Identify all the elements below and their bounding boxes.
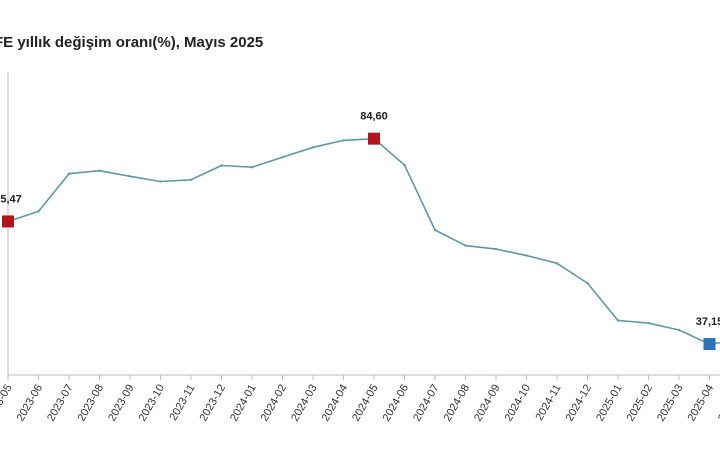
data-point — [433, 228, 437, 232]
x-tick-label: 2023-11 — [167, 383, 197, 423]
x-tick-label: 2025-05 — [716, 383, 720, 424]
data-point — [98, 169, 101, 172]
x-tick-label: 2024-01 — [228, 383, 259, 424]
data-point — [220, 164, 223, 167]
x-tick-label: 2024-09 — [472, 383, 503, 424]
x-tick-label: 2024-08 — [442, 383, 473, 424]
x-tick-label: 2025-04 — [686, 383, 717, 424]
data-label: 84,60 — [360, 111, 388, 123]
x-tick-label: 2024-02 — [259, 383, 290, 424]
x-tick-label: 2023-12 — [198, 383, 229, 424]
x-tick-label: 2023-09 — [106, 383, 137, 424]
data-point — [189, 178, 193, 181]
highlight-marker — [368, 132, 380, 145]
x-tick-label: 2024-07 — [411, 383, 442, 424]
x-tick-label: 2024-04 — [320, 383, 351, 424]
data-point — [67, 172, 71, 175]
highlight-marker — [2, 215, 14, 228]
x-tick-label: 2023-08 — [76, 383, 107, 424]
x-tick-label: 2024-10 — [503, 383, 534, 424]
x-tick-label: 2023-05 — [0, 383, 15, 424]
x-tick-label: 2024-05 — [350, 383, 381, 424]
data-point — [403, 163, 406, 167]
data-point — [677, 328, 681, 332]
data-point — [525, 254, 528, 257]
data-label: 65,47 — [0, 193, 22, 205]
x-tick-label: 2023-06 — [15, 383, 46, 424]
data-point — [616, 319, 620, 322]
chart-title: FE yıllık değişim oranı(%), Mayıs 2025 — [0, 34, 264, 51]
data-point — [250, 166, 254, 169]
x-tick-label: 2025-01 — [594, 383, 625, 424]
data-point — [494, 247, 498, 251]
x-tick-label: 2024-06 — [381, 383, 412, 424]
x-tick-label: 2024-12 — [564, 383, 595, 424]
data-point — [159, 180, 162, 183]
data-label: 37,15 — [696, 316, 720, 328]
data-point — [555, 262, 559, 265]
series-line — [7, 137, 720, 345]
x-tick-label: 2025-03 — [655, 383, 686, 424]
x-tick-label: 2024-03 — [289, 383, 320, 424]
data-point — [464, 244, 467, 247]
data-point — [128, 175, 132, 178]
x-tick-label: 2024-11 — [533, 383, 563, 423]
data-point — [342, 139, 345, 142]
data-point — [586, 282, 589, 285]
data-point — [37, 210, 40, 213]
x-tick-label: 2025-02 — [625, 383, 656, 424]
x-tick-label: 2023-07 — [45, 383, 76, 424]
x-tick-label: 2023-10 — [137, 383, 168, 424]
data-point — [647, 321, 650, 325]
data-point — [281, 156, 284, 159]
highlight-marker — [703, 338, 716, 351]
data-point — [311, 146, 315, 149]
